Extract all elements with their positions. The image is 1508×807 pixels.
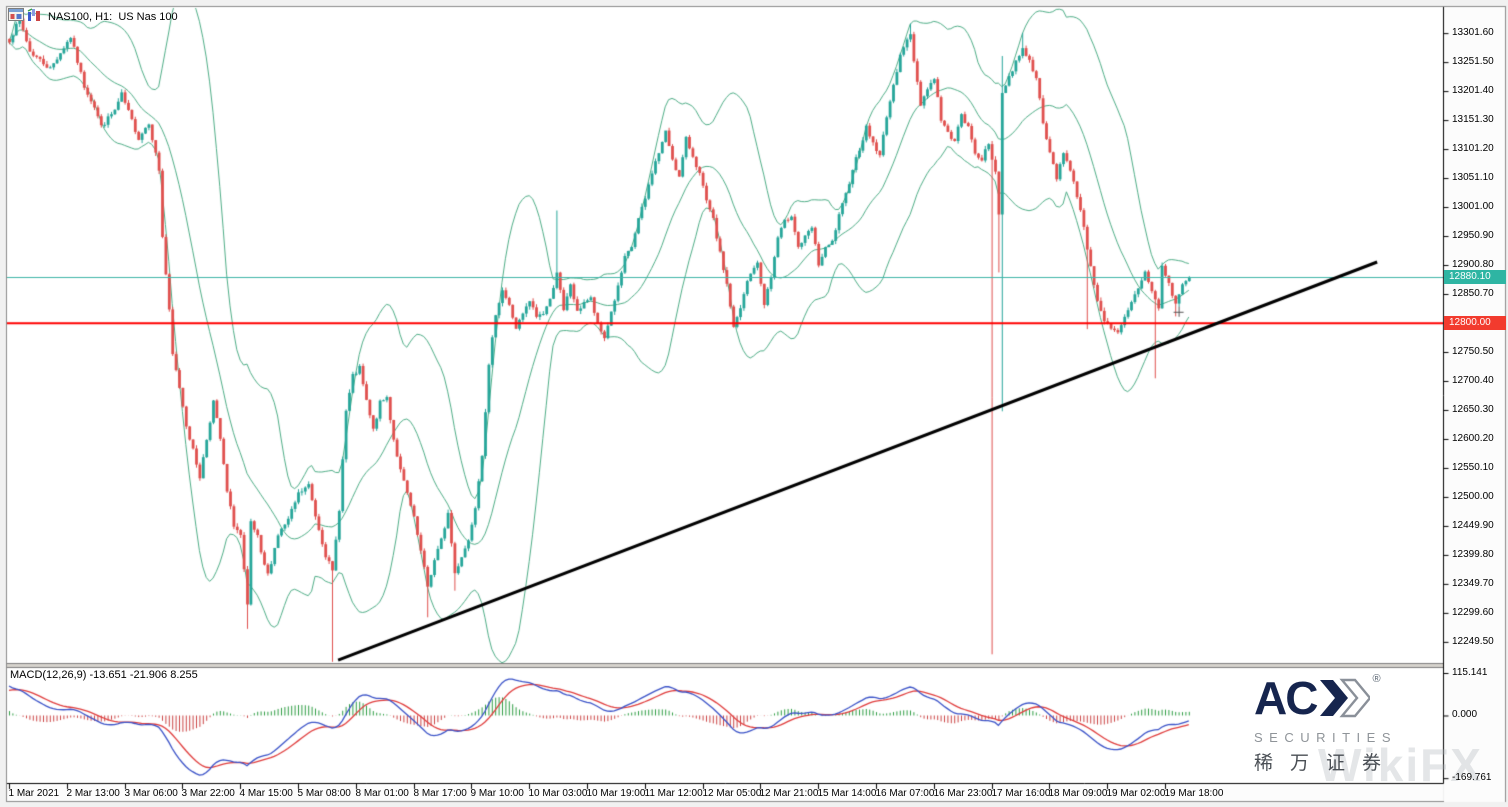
time-axis-label: 4 Mar 15:00 (239, 788, 293, 799)
macd-axis-label: 115.141 (1452, 667, 1488, 678)
acy-logo-wordmark: AC ® (1254, 674, 1432, 726)
time-axis[interactable] (7, 784, 1443, 800)
time-axis-label: 1 Mar 2021 (8, 788, 60, 799)
macd-axis-label: -169.761 (1452, 772, 1492, 784)
price-axis-label: 12399.80 (1452, 548, 1494, 560)
acy-logo-text: AC (1254, 672, 1318, 724)
price-axis-label: 12950.90 (1452, 230, 1494, 242)
acy-logo-subtitle: SECURITIES (1254, 730, 1398, 745)
time-axis-label: 18 Mar 09:00 (1048, 788, 1108, 799)
time-axis-label: 2 Mar 13:00 (66, 788, 120, 799)
volume-bars-icon[interactable] (27, 8, 42, 26)
time-axis-label: 9 Mar 10:00 (470, 788, 524, 799)
acy-securities-logo: AC ® SECURITIES 稀万证券 (1254, 674, 1432, 775)
time-axis-label: 11 Mar 12:00 (644, 788, 703, 799)
price-axis-label: 13001.00 (1452, 201, 1494, 213)
time-axis-label: 12 Mar 21:00 (759, 788, 819, 799)
time-axis-label: 16 Mar 07:00 (875, 788, 935, 799)
current-price-tag: 12880.10 (1444, 270, 1506, 284)
price-axis-label: 12750.50 (1452, 345, 1494, 357)
price-axis-label: 12600.20 (1452, 432, 1494, 444)
wikifx-watermark: WikiFX (1318, 739, 1483, 791)
time-axis-label: 3 Mar 22:00 (181, 788, 235, 799)
time-axis-label: 10 Mar 03:00 (528, 788, 588, 799)
support-level-price-tag: 12800.00 (1444, 316, 1506, 331)
price-axis-label: 12550.10 (1452, 461, 1494, 473)
acy-logo-chinese: 稀万证券 (1254, 753, 1399, 774)
time-axis-label: 8 Mar 01:00 (355, 788, 409, 799)
time-axis-label: 12 Mar 05:00 (702, 788, 762, 799)
price-axis-label: 13251.50 (1452, 56, 1494, 68)
price-axis-label: 12900.80 (1452, 259, 1494, 271)
time-axis-label: 15 Mar 14:00 (817, 788, 877, 799)
time-axis-label: 16 Mar 23:00 (933, 788, 993, 799)
price-axis-label: 12249.50 (1452, 635, 1494, 647)
price-axis-label: 13051.10 (1452, 172, 1494, 184)
time-axis-label: 8 Mar 17:00 (413, 788, 467, 799)
price-axis-label: 12850.70 (1452, 288, 1494, 299)
price-axis-label: 12700.40 (1452, 374, 1494, 386)
price-axis-label: 12349.70 (1452, 577, 1494, 589)
time-axis-label: 19 Mar 18:00 (1164, 788, 1224, 799)
symbol-title: NAS100, H1: US Nas 100 (48, 11, 178, 23)
price-axis-label: 13201.40 (1452, 85, 1494, 97)
price-axis-label: 12650.30 (1452, 403, 1494, 415)
price-axis-label: 13301.60 (1452, 27, 1494, 39)
price-axis-label: 13101.20 (1452, 143, 1494, 155)
price-axis-label: 12500.00 (1452, 490, 1494, 502)
time-axis-label: 19 Mar 02:00 (1106, 788, 1166, 799)
time-axis-label: 3 Mar 06:00 (124, 788, 178, 799)
registered-mark: ® (1372, 673, 1381, 685)
chart-window-icon[interactable] (8, 8, 24, 26)
time-axis-label: 17 Mar 16:00 (991, 788, 1051, 799)
macd-axis-label: 0.000 (1452, 709, 1478, 721)
price-axis-label: 12299.60 (1452, 606, 1494, 618)
price-axis[interactable] (1444, 7, 1506, 783)
acy-logo-chevron-icon (1318, 674, 1373, 727)
price-axis-label: 13151.30 (1452, 114, 1494, 126)
chart-header: NAS100, H1: US Nas 100 (8, 8, 178, 26)
price-axis-label: 12449.90 (1452, 519, 1494, 531)
time-axis-label: 5 Mar 08:00 (297, 788, 351, 799)
macd-indicator-label: MACD(12,26,9) -13.651 -21.906 8.255 (10, 669, 198, 681)
time-axis-label: 10 Mar 19:00 (586, 788, 646, 799)
